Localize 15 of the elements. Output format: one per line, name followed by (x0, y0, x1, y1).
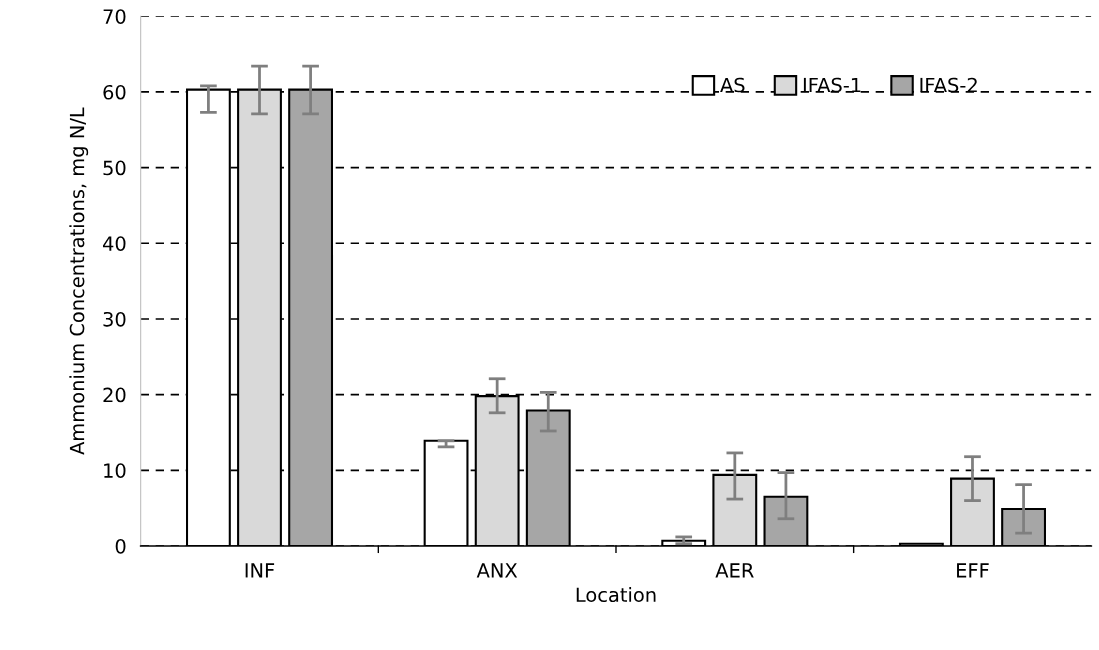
y-tick-label: 70 (103, 9, 126, 24)
y-tick-label: 50 (103, 160, 126, 176)
x-tick-label: EFF (957, 563, 989, 578)
y-tick-label: 40 (102, 236, 126, 251)
x-tick-label: AER (715, 563, 754, 578)
x-axis-title: Location (576, 587, 656, 603)
y-tick-label: 20 (103, 387, 126, 403)
y-tick-label: 0 (115, 538, 126, 554)
y-tick-label: 60 (103, 84, 126, 100)
x-tick-label: ANX (476, 563, 518, 578)
y-tick-label: 10 (104, 463, 126, 478)
y-axis-title: Ammonium Concentrations, mg N/L (69, 107, 89, 455)
legend-label: AS (720, 77, 745, 93)
x-tick-label: INF (245, 563, 275, 578)
y-tick-label: 30 (103, 311, 126, 327)
